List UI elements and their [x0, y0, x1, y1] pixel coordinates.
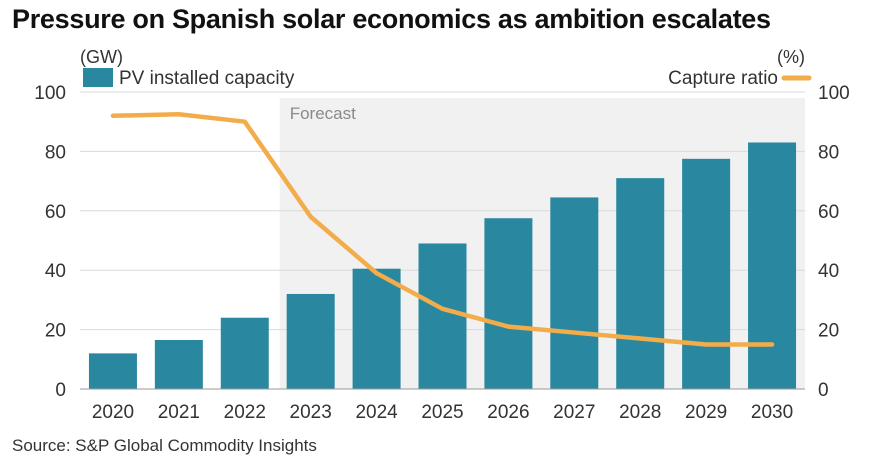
right-axis-unit: (%) [777, 47, 805, 67]
x-tick-label: 2021 [158, 402, 200, 423]
bar-2027 [550, 197, 599, 389]
x-tick-label: 2020 [92, 402, 134, 423]
right-tick-label: 60 [818, 202, 839, 223]
bar-2021 [154, 339, 203, 389]
left-tick-label: 0 [55, 380, 66, 401]
bar-2023 [286, 293, 335, 389]
x-tick-label: 2029 [685, 402, 727, 423]
bar-2024 [352, 268, 401, 389]
right-tick-label: 80 [818, 142, 839, 163]
bar-2028 [616, 178, 665, 389]
left-tick-label: 20 [45, 321, 66, 342]
right-tick-label: 20 [818, 321, 839, 342]
legend-bar-swatch [83, 68, 113, 87]
x-tick-label: 2028 [619, 402, 661, 423]
right-tick-label: 100 [818, 83, 850, 104]
right-tick-label: 40 [818, 261, 839, 282]
source-note: Source: S&P Global Commodity Insights [12, 436, 317, 455]
bar-2026 [484, 218, 533, 389]
x-tick-label: 2022 [224, 402, 266, 423]
bar-2030 [748, 142, 797, 389]
x-tick-label: 2026 [487, 402, 529, 423]
bar-2025 [418, 243, 467, 389]
left-tick-label: 100 [34, 83, 66, 104]
left-tick-label: 40 [45, 261, 66, 282]
bar-2022 [220, 317, 269, 389]
x-tick-label: 2030 [751, 402, 793, 423]
left-axis-unit: (GW) [80, 47, 123, 67]
x-tick-label: 2024 [355, 402, 398, 423]
forecast-label: Forecast [290, 104, 356, 123]
legend-bar-label: PV installed capacity [119, 68, 295, 89]
x-tick-label: 2023 [290, 402, 332, 423]
left-tick-label: 60 [45, 202, 66, 223]
x-tick-label: 2027 [553, 402, 595, 423]
legend-line-label: Capture ratio [668, 68, 778, 89]
chart-title: Pressure on Spanish solar economics as a… [12, 4, 771, 34]
bar-2029 [682, 158, 731, 389]
left-tick-label: 80 [45, 142, 66, 163]
x-tick-label: 2025 [421, 402, 463, 423]
right-tick-label: 0 [818, 380, 829, 401]
bar-2020 [88, 353, 137, 389]
